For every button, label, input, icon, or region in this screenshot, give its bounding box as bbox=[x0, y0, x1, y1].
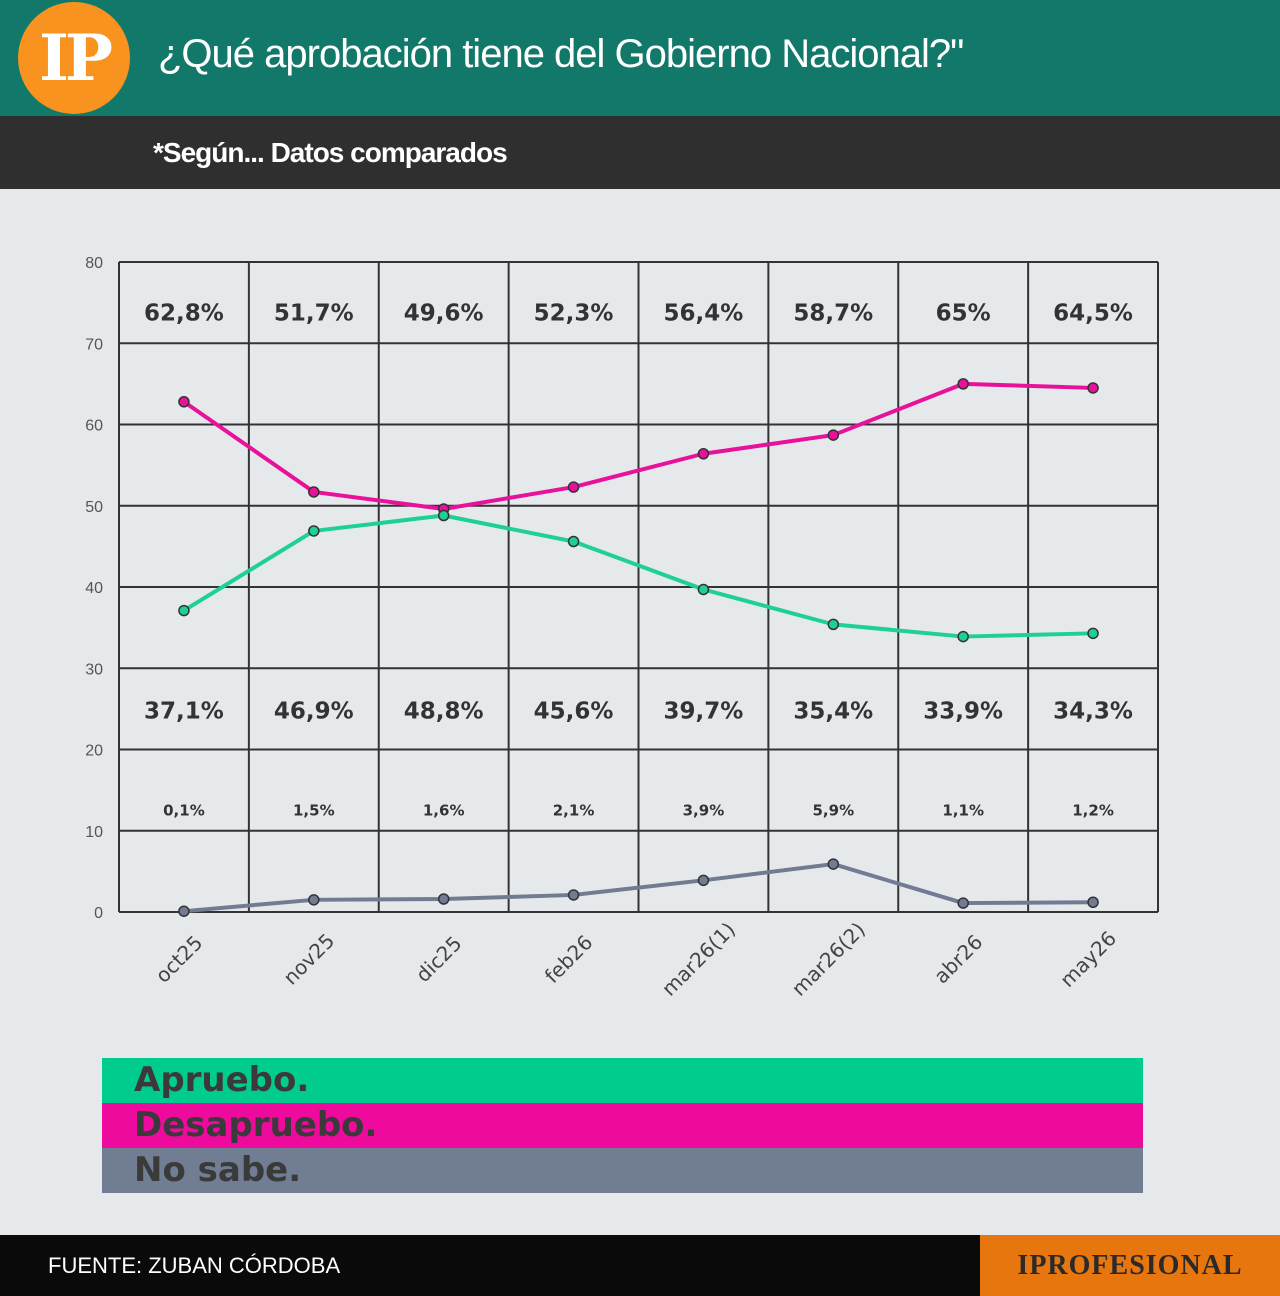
data-label: 0,1% bbox=[163, 801, 205, 819]
y-tick-label: 80 bbox=[85, 255, 103, 272]
data-point bbox=[567, 889, 580, 901]
y-tick-label: 60 bbox=[85, 418, 103, 435]
line-chart: 0 10 20 30 40 50 60 70 80 oct25 nov25 dic25 feb26 mar… bbox=[85, 255, 1159, 1001]
data-point bbox=[957, 630, 969, 643]
chart-subtitle: *Según... Datos comparados bbox=[153, 137, 508, 168]
data-point bbox=[1087, 627, 1099, 640]
chart-title: ¿Qué aprobación tiene del Gobierno Nacio… bbox=[158, 32, 964, 76]
data-label: 5,9% bbox=[813, 801, 855, 819]
x-tick-label: nov25 bbox=[278, 929, 339, 990]
data-label: 34,3% bbox=[1053, 698, 1133, 724]
data-point bbox=[827, 858, 840, 870]
data-label: 46,9% bbox=[274, 698, 354, 724]
data-point bbox=[827, 618, 840, 631]
data-point bbox=[437, 893, 450, 905]
header-bar bbox=[0, 0, 1280, 116]
data-label: 64,5% bbox=[1053, 300, 1133, 326]
y-tick-label: 20 bbox=[85, 743, 103, 760]
data-label: 37,1% bbox=[144, 698, 224, 724]
data-label: 2,1% bbox=[553, 801, 595, 819]
data-label: 33,9% bbox=[923, 698, 1003, 724]
y-tick-label: 50 bbox=[85, 499, 103, 516]
data-label: 52,3% bbox=[534, 300, 614, 326]
subheader-bar bbox=[0, 116, 1280, 189]
data-point bbox=[308, 486, 320, 498]
data-label: 58,7% bbox=[793, 300, 873, 326]
y-tick-label: 10 bbox=[85, 824, 103, 841]
data-point bbox=[697, 874, 710, 887]
brand-logo: IPROFESIONAL bbox=[980, 1235, 1280, 1296]
series-line bbox=[182, 381, 1094, 511]
y-tick-label: 30 bbox=[85, 661, 103, 678]
data-label: 45,6% bbox=[534, 698, 614, 724]
data-label: 49,6% bbox=[404, 300, 484, 326]
data-point bbox=[178, 905, 190, 917]
data-point bbox=[567, 481, 580, 493]
data-label: 39,7% bbox=[664, 698, 744, 724]
legend-no-sabe: No sabe. bbox=[102, 1148, 1143, 1193]
x-tick-label: mar26(2) bbox=[787, 917, 870, 1000]
x-tick-label: abr26 bbox=[929, 930, 987, 988]
x-tick-label: oct25 bbox=[151, 931, 208, 988]
legend-apruebo: Apruebo. bbox=[102, 1058, 1143, 1103]
y-tick-label: 0 bbox=[94, 905, 103, 922]
ip-logo: IP bbox=[18, 2, 130, 114]
y-tick-label: 40 bbox=[85, 580, 103, 597]
data-point bbox=[567, 535, 580, 548]
data-label: 51,7% bbox=[274, 300, 354, 326]
data-label: 65% bbox=[936, 300, 991, 326]
data-label: 1,2% bbox=[1072, 801, 1114, 819]
data-label: 1,6% bbox=[423, 801, 465, 819]
x-tick-label: dic25 bbox=[411, 931, 467, 987]
data-point bbox=[308, 894, 320, 906]
data-point bbox=[1087, 382, 1099, 394]
data-point bbox=[697, 448, 710, 460]
y-tick-label: 70 bbox=[85, 336, 103, 353]
data-label: 1,1% bbox=[942, 801, 984, 819]
data-point bbox=[308, 525, 320, 537]
series-line bbox=[183, 862, 1094, 914]
data-label: 62,8% bbox=[144, 300, 224, 326]
legend-desapruebo: Desapruebo. bbox=[102, 1103, 1143, 1148]
data-point bbox=[957, 378, 969, 390]
series-line bbox=[182, 513, 1094, 639]
data-point bbox=[957, 897, 969, 909]
data-label: 3,9% bbox=[683, 801, 725, 819]
source-text: FUENTE: ZUBAN CÓRDOBA bbox=[48, 1253, 341, 1278]
data-label: 1,5% bbox=[293, 801, 335, 819]
data-point bbox=[178, 604, 190, 617]
x-tick-label: feb26 bbox=[540, 930, 598, 988]
data-point bbox=[437, 509, 450, 522]
data-label: 48,8% bbox=[404, 698, 484, 724]
data-label: 35,4% bbox=[793, 698, 873, 724]
data-point bbox=[178, 396, 190, 408]
data-label: 56,4% bbox=[664, 300, 744, 326]
data-point bbox=[1087, 896, 1099, 908]
x-tick-label: may26 bbox=[1055, 926, 1121, 992]
logo-text: IP bbox=[38, 20, 113, 96]
data-point bbox=[827, 429, 840, 441]
x-tick-label: mar26(1) bbox=[657, 917, 740, 1000]
data-point bbox=[697, 583, 710, 596]
